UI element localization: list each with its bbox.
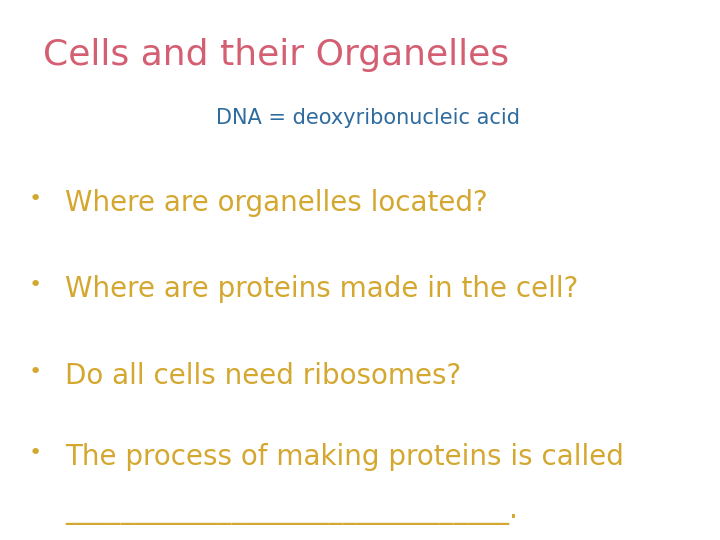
Text: •: • bbox=[29, 189, 42, 209]
Text: Cells and their Organelles: Cells and their Organelles bbox=[43, 38, 509, 72]
Text: Where are proteins made in the cell?: Where are proteins made in the cell? bbox=[65, 275, 578, 303]
Text: •: • bbox=[29, 362, 42, 382]
Text: Do all cells need ribosomes?: Do all cells need ribosomes? bbox=[65, 362, 461, 390]
Text: •: • bbox=[29, 275, 42, 295]
Text: DNA = deoxyribonucleic acid: DNA = deoxyribonucleic acid bbox=[216, 108, 520, 128]
Text: The process of making proteins is called: The process of making proteins is called bbox=[65, 443, 624, 471]
Text: Where are organelles located?: Where are organelles located? bbox=[65, 189, 487, 217]
Text: ________________________________.: ________________________________. bbox=[65, 497, 518, 525]
Text: •: • bbox=[29, 443, 42, 463]
